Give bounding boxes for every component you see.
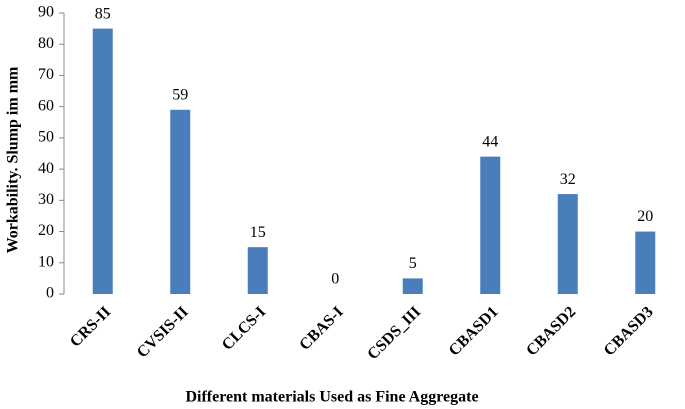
- x-tick-label: CBASD3: [601, 303, 657, 359]
- data-label: 20: [637, 208, 653, 225]
- y-axis-title: Workability. Slump im mm: [5, 66, 22, 253]
- y-tick-label: 90: [38, 4, 54, 21]
- x-tick-label: CVSIS-II: [134, 303, 192, 361]
- bar: [170, 109, 191, 295]
- y-tick-label: 60: [38, 97, 54, 114]
- x-tick-label: CRS-II: [67, 303, 114, 350]
- data-label: 44: [482, 133, 498, 150]
- x-tick-label: CSDS_III: [364, 303, 424, 363]
- y-tick-label: 70: [38, 66, 54, 83]
- bar: [402, 278, 423, 294]
- bar: [92, 28, 113, 294]
- x-tick-label: CBAS-I: [296, 303, 346, 353]
- y-tick-label: 80: [38, 35, 54, 52]
- x-tick-label: CBASD2: [523, 303, 579, 359]
- y-tick-label: 40: [38, 160, 54, 177]
- bar: [635, 231, 656, 294]
- bar: [247, 247, 268, 294]
- y-tick-label: 20: [38, 222, 54, 239]
- y-tick-label: 10: [38, 253, 54, 270]
- bar: [480, 156, 501, 294]
- data-label: 59: [172, 86, 188, 103]
- y-tick-label: 30: [38, 191, 54, 208]
- y-tick-label: 0: [46, 285, 54, 302]
- x-axis-title: Different materials Used as Fine Aggrega…: [185, 389, 478, 406]
- x-tick-label: CLCS-I: [219, 303, 269, 353]
- data-label: 5: [409, 255, 417, 272]
- x-tick-label: CBASD1: [446, 303, 502, 359]
- data-label: 32: [560, 171, 576, 188]
- data-label: 85: [95, 5, 111, 22]
- data-label: 15: [250, 224, 266, 241]
- bar: [557, 194, 578, 294]
- data-label: 0: [331, 271, 339, 288]
- y-tick-label: 50: [38, 129, 54, 146]
